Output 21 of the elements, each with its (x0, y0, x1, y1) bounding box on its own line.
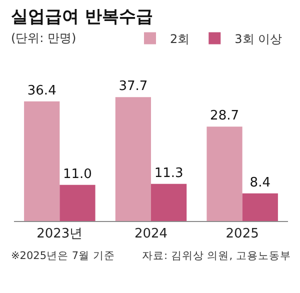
chart-subtitle: (단위: 만명) (11, 31, 76, 45)
bar (206, 126, 242, 221)
bar (60, 184, 96, 221)
bar (24, 101, 60, 221)
bar (115, 97, 151, 221)
bar (242, 193, 278, 221)
x-tick-label: 2023년 (36, 226, 83, 242)
data-label: 36.4 (27, 83, 56, 98)
data-label: 37.7 (118, 79, 148, 94)
bar (151, 184, 187, 221)
text: 자료: 김위상 의원, 고용노동부 (142, 250, 291, 262)
x-tick-label: 2024 (134, 226, 168, 242)
data-label: 8.4 (250, 175, 270, 190)
data-label: 11.0 (63, 166, 92, 182)
legend-label: 2회 (170, 32, 190, 46)
chart-title: 실업급여 반복수급 (11, 7, 153, 27)
text: ※2025년은 7월 기준 (11, 250, 115, 262)
data-label: 11.3 (154, 166, 184, 181)
x-tick-label: 2025 (226, 226, 259, 242)
legend-label: 3회 이상 (234, 32, 282, 46)
data-label: 28.7 (210, 108, 239, 124)
